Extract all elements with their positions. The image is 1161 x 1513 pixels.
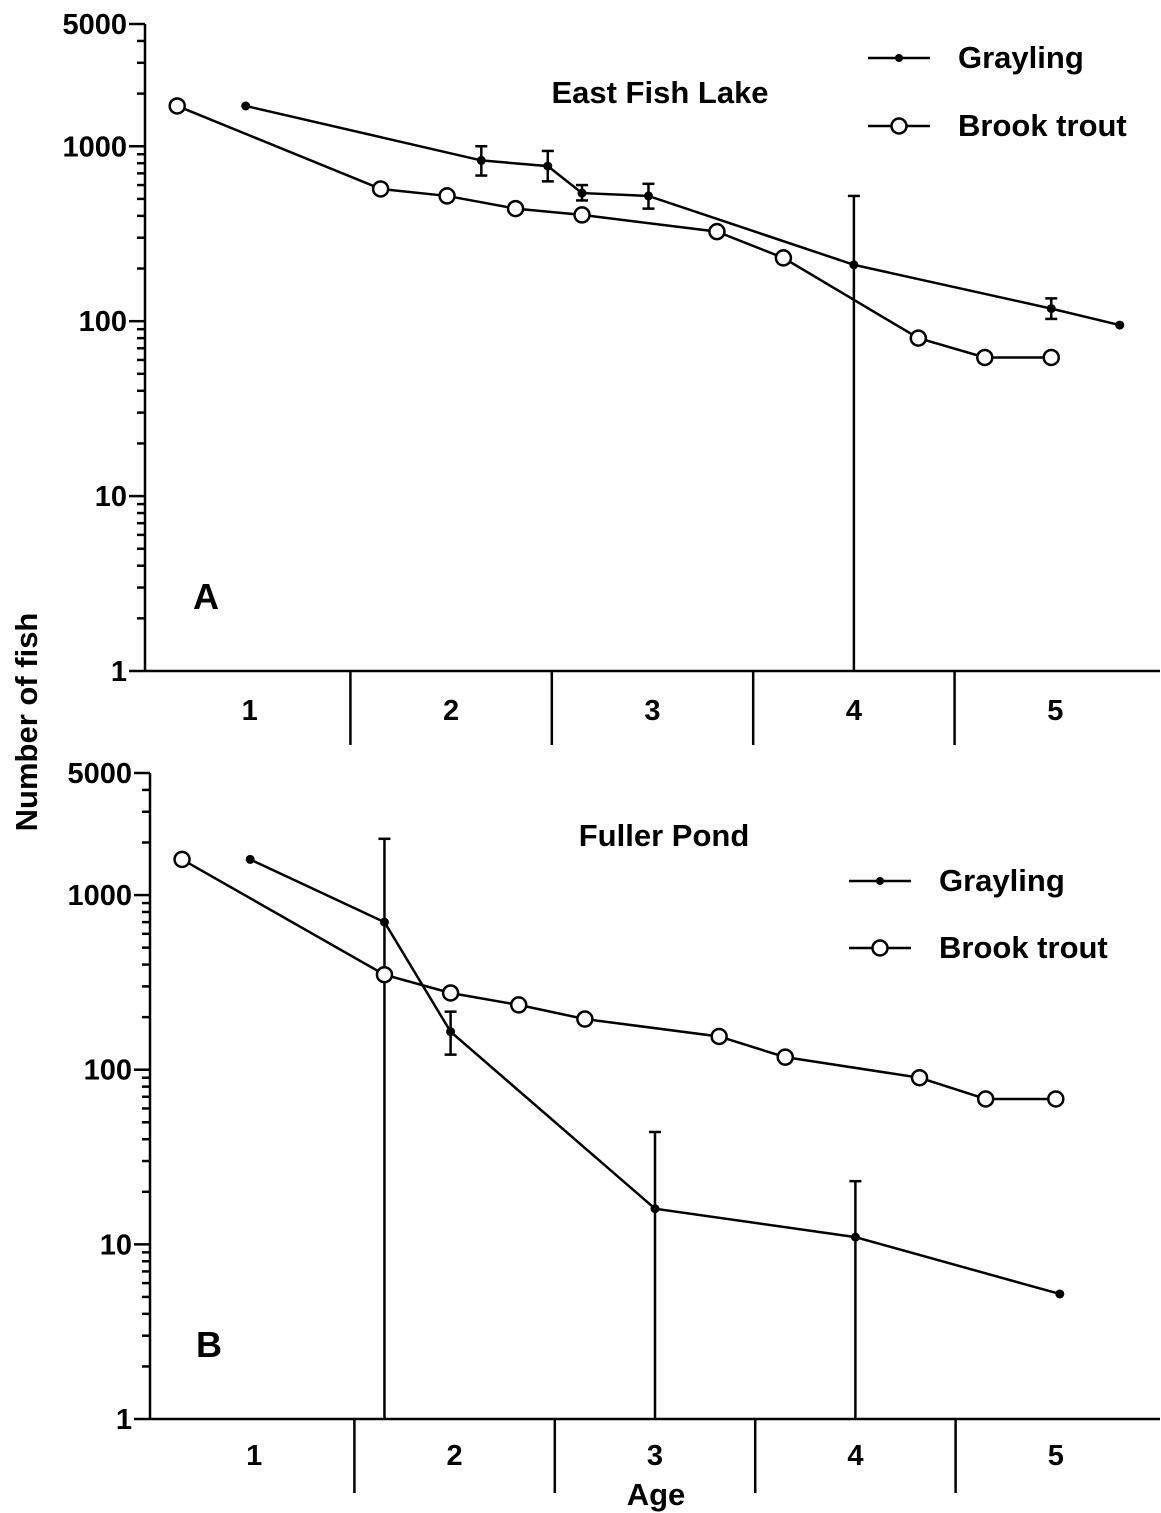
panel-b-brook-trout-point [576,1010,594,1028]
panel-b-y-tick-label: 100 [84,1055,132,1087]
panel-b-brook-trout-point [1047,1090,1065,1108]
legend-label-grayling: Grayling [939,863,1065,898]
legend-marker-brook-trout [890,117,908,135]
panel-a: 1 10 100 1000 5000 1 2 3 4 5 East Fish Lake A Gra… [62,9,1160,745]
panel-a-letter: A [193,576,219,617]
legend-marker-grayling [876,877,884,885]
panel-a-brook-trout-point [1042,348,1060,367]
panel-a-brook-trout-point [909,329,928,347]
panel-b-grayling-point [650,1204,660,1214]
panel-a-brook-trout-point [506,199,525,218]
panel-a-title: East Fish Lake [551,75,768,110]
panel-a-y-tick-label: 5000 [62,9,127,41]
panel-a-x-tick-label: 1 [242,695,258,727]
panel-a-brook-trout-point [774,249,793,267]
panel-a-grayling-point [1115,320,1125,330]
panel-b-grayling-line [249,858,1061,1296]
panel-b-brook-trout-line [181,858,1056,1101]
panel-b-grayling-point [379,917,389,927]
panel-b-brook-trout-point [710,1027,728,1046]
panel-b-brook-trout-point [509,996,528,1014]
panel-a-y-tick-label: 1 [111,656,127,688]
panel-b-legend: Grayling Brook trout [849,863,1108,965]
panel-a-y-tick-label: 100 [79,306,127,338]
legend-label-brook-trout: Brook trout [958,108,1127,143]
panel-b-brook-trout-point [375,965,394,984]
panel-a-grayling-point [476,155,486,165]
panel-a-grayling-point [643,191,653,201]
panel-b-y-tick-label: 10 [100,1229,132,1261]
panel-a-x-tick-label: 3 [644,695,660,727]
panel-a-grayling-point [577,188,587,198]
panel-b-y-tick-label: 1 [116,1404,132,1436]
panel-b-x-tick-label: 2 [447,1440,463,1472]
panel-a-brook-trout-point [708,222,726,241]
panel-b-y-tick-label: 5000 [67,758,132,790]
panel-b-x-tick-label: 5 [1048,1440,1064,1472]
panel-b-title: Fuller Pond [579,818,750,853]
panel-b-y-tick-label: 1000 [67,880,132,912]
legend-marker-brook-trout [871,939,889,957]
panel-b-x-tick-label: 1 [246,1440,262,1472]
panel-a-grayling-line [245,104,1121,327]
panel-a-brook-trout-point [573,206,591,224]
y-axis-title: Number of fish [9,613,44,832]
panel-a-series [168,97,1125,671]
panel-b-x-tick-label: 4 [847,1440,863,1472]
panel-b-brook-trout-point [173,850,191,869]
legend-marker-grayling [895,54,903,62]
panel-a-grayling-point [543,161,553,171]
panel-b: 1 10 100 1000 5000 1 2 3 4 5 Fuller Pond B Grayli… [67,758,1160,1493]
panel-b-x-tick-label: 3 [647,1440,663,1472]
panel-b-axes: 1 10 100 1000 5000 1 2 3 4 5 [67,758,1160,1493]
legend-label-grayling: Grayling [958,40,1084,75]
panel-b-brook-trout-point [910,1068,929,1087]
panel-b-grayling-point [850,1232,860,1242]
panel-a-x-tick-label: 2 [443,695,459,727]
panel-a-x-tick-label: 4 [846,695,862,727]
panel-a-y-tick-label: 10 [95,481,127,513]
panel-a-brook-trout-line [176,104,1052,359]
panel-a-y-tick-label: 1000 [62,131,127,163]
panel-a-brook-trout-point [976,348,994,367]
x-axis-title: Age [627,1477,686,1512]
panel-b-brook-trout-point [776,1048,795,1066]
panel-a-brook-trout-point [168,97,186,115]
panel-b-grayling-point [245,854,255,864]
panel-a-grayling-point [241,101,251,111]
panel-a-grayling-point [849,260,859,270]
panel-b-brook-trout-point [441,984,460,1002]
panel-a-brook-trout-point [438,187,456,205]
panel-a-x-tick-label: 5 [1047,695,1063,727]
panel-a-brook-trout-point [371,180,390,198]
legend-label-brook-trout: Brook trout [939,930,1108,965]
panel-b-grayling-point [1055,1289,1065,1299]
panel-b-brook-trout-point [976,1090,995,1108]
panel-a-grayling-point [1046,304,1056,314]
panel-b-series [173,837,1065,1419]
panel-b-grayling-point [446,1027,456,1037]
panel-a-axes: 1 10 100 1000 5000 1 2 3 4 5 [62,9,1160,745]
panel-b-letter: B [196,1324,222,1365]
panel-a-legend: Grayling Brook trout [868,40,1127,143]
